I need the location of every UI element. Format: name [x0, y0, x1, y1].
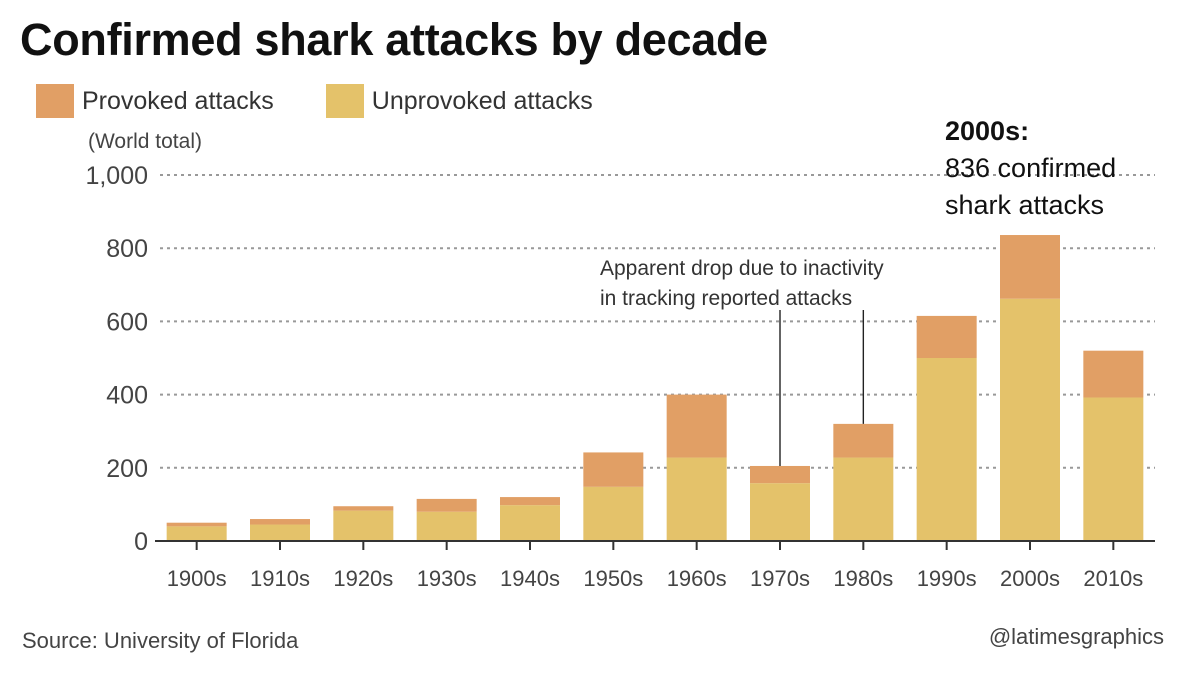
- bar-unprovoked-1940s: [500, 505, 560, 541]
- legend-swatch-provoked: [36, 84, 74, 118]
- y-tick-label: 200: [106, 455, 148, 483]
- legend-label-provoked: Provoked attacks: [82, 86, 274, 115]
- source-note: Source: University of Florida: [22, 628, 299, 653]
- bar-unprovoked-2010s: [1083, 397, 1144, 541]
- legend-label-unprovoked: Unprovoked attacks: [371, 86, 593, 115]
- x-tick-label: 1950s: [583, 566, 643, 591]
- bar-provoked-2000s: [1000, 235, 1060, 299]
- credit-note: @latimesgraphics: [988, 624, 1164, 649]
- annotation-2000s-line1: 836 confirmed: [945, 153, 1116, 183]
- bar-unprovoked-1970s: [750, 483, 810, 541]
- bar-unprovoked-1980s: [833, 457, 894, 541]
- y-axis-label: (World total): [88, 130, 202, 153]
- bar-unprovoked-1900s: [166, 526, 227, 541]
- legend: Provoked attacks Unprovoked attacks: [36, 84, 645, 118]
- gridlines: [160, 174, 1155, 469]
- bar-unprovoked-1920s: [333, 510, 394, 541]
- annotations: Apparent drop due to inactivity in track…: [600, 116, 1116, 466]
- bar-provoked-1980s: [833, 423, 894, 458]
- y-tick-label: 1,000: [85, 162, 148, 190]
- bar-unprovoked-1930s: [416, 511, 477, 541]
- annotation-inactivity-line2: in tracking reported attacks: [600, 287, 852, 310]
- bar-provoked-1900s: [166, 522, 227, 527]
- bar-provoked-1910s: [250, 519, 310, 525]
- x-tick-label: 1940s: [500, 566, 560, 591]
- annotation-2000s-heading: 2000s:: [945, 116, 1029, 146]
- bar-provoked-1940s: [500, 497, 560, 506]
- x-tick-label: 2000s: [1000, 566, 1060, 591]
- legend-item-unprovoked: Unprovoked attacks: [325, 84, 593, 118]
- x-tick-label: 2010s: [1083, 566, 1143, 591]
- bar-provoked-2010s: [1083, 350, 1144, 398]
- y-tick-label: 0: [134, 528, 148, 556]
- bar-unprovoked-1960s: [666, 457, 727, 541]
- bar-unprovoked-2000s: [1000, 298, 1060, 541]
- bar-provoked-1970s: [750, 465, 810, 484]
- bar-unprovoked-1950s: [583, 486, 644, 541]
- y-tick-labels: 0 200 400 600 800 1,000: [85, 162, 148, 556]
- x-tick-label: 1970s: [750, 566, 810, 591]
- x-tick-label: 1960s: [667, 566, 727, 591]
- legend-item-provoked: Provoked attacks: [36, 84, 274, 118]
- bar-unprovoked-1910s: [250, 524, 310, 541]
- bar-provoked-1950s: [583, 452, 644, 487]
- x-tick-label: 1910s: [250, 566, 310, 591]
- annotation-2000s-line2: shark attacks: [945, 190, 1104, 220]
- annotation-inactivity-line1: Apparent drop due to inactivity: [600, 257, 884, 280]
- y-tick-label: 400: [106, 382, 148, 410]
- x-tick-label: 1980s: [833, 566, 893, 591]
- x-tick-label: 1920s: [333, 566, 393, 591]
- x-tick-labels: 1900s 1910s 1920s 1930s 1940s 1950s 1960s 1970s…: [167, 541, 1143, 591]
- x-tick-label: 1990s: [917, 566, 977, 591]
- chart-title: Confirmed shark attacks by decade: [20, 14, 768, 65]
- bar-provoked-1990s: [916, 315, 977, 358]
- y-tick-label: 800: [106, 235, 148, 263]
- bars: [166, 235, 1144, 541]
- bar-provoked-1930s: [416, 498, 477, 512]
- y-tick-label: 600: [106, 308, 148, 336]
- bar-provoked-1960s: [666, 394, 727, 458]
- bar-provoked-1920s: [333, 506, 394, 511]
- bar-unprovoked-1990s: [916, 358, 977, 541]
- legend-swatch-unprovoked: [325, 84, 364, 118]
- x-tick-label: 1930s: [417, 566, 477, 591]
- x-tick-label: 1900s: [167, 566, 227, 591]
